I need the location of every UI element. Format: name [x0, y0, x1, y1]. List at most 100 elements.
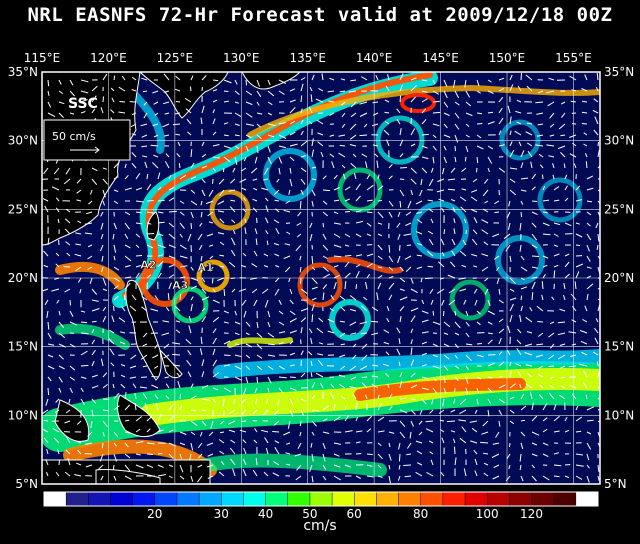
current-vector: [430, 218, 434, 224]
current-vector: [429, 288, 434, 294]
current-vector: [200, 431, 203, 437]
current-vector: [142, 155, 148, 158]
current-vector: [311, 266, 316, 271]
current-vector: [531, 281, 536, 290]
current-vector: [135, 255, 143, 257]
current-vector: [300, 178, 306, 185]
current-vector: [212, 131, 217, 136]
current-vector: [43, 420, 49, 422]
current-vector: [355, 270, 360, 279]
current-vector: [197, 464, 203, 468]
current-vector: [230, 249, 236, 257]
current-vector: [91, 85, 98, 92]
current-vector: [585, 161, 588, 169]
current-vector: [223, 340, 231, 345]
current-vector: [207, 475, 214, 479]
current-vector: [80, 350, 88, 356]
current-vector: [175, 320, 181, 323]
current-vector: [349, 386, 357, 389]
current-vector: [300, 95, 303, 103]
current-vector: [267, 101, 273, 106]
current-vector: [387, 74, 390, 81]
current-vector: [150, 308, 159, 312]
current-vector: [498, 337, 502, 345]
current-vector: [398, 442, 401, 450]
current-vector: [157, 233, 164, 236]
current-vector: [432, 90, 440, 95]
current-vector: [322, 273, 331, 279]
current-vector: [189, 86, 192, 92]
current-vector: [470, 196, 478, 202]
current-vector: [168, 233, 176, 240]
current-vector: [172, 364, 181, 367]
current-vector: [146, 233, 155, 235]
current-vector: [250, 277, 258, 280]
colorbar-swatch: [309, 491, 333, 507]
current-vector: [341, 112, 346, 118]
current-vector: [212, 372, 219, 378]
current-vector: [164, 161, 170, 169]
colorbar-tick-label: 30: [214, 507, 229, 521]
current-vector: [69, 310, 74, 317]
current-vector: [297, 211, 302, 217]
current-vector: [69, 101, 77, 104]
current-vector: [355, 183, 361, 191]
current-vector: [344, 261, 350, 268]
current-vector: [333, 222, 341, 225]
current-vector: [322, 244, 329, 251]
current-vector: [67, 457, 71, 466]
current-vector: [201, 153, 207, 158]
current-vector: [201, 288, 207, 294]
current-vector: [84, 222, 93, 225]
current-vector: [311, 255, 314, 264]
current-vector: [190, 75, 194, 81]
current-vector: [252, 469, 258, 477]
current-vector: [296, 222, 302, 226]
current-vector: [131, 152, 137, 158]
current-vector: [370, 320, 379, 323]
current-vector: [131, 112, 137, 116]
colorbar-swatch: [420, 491, 444, 507]
current-vector: [365, 394, 368, 400]
current-vector: [421, 319, 429, 323]
current-vector: [320, 382, 324, 389]
current-vector: [239, 178, 247, 183]
current-vector: [80, 90, 89, 94]
current-vector: [483, 472, 489, 477]
current-vector: [157, 172, 161, 180]
current-vector: [515, 363, 522, 367]
current-vector: [130, 354, 137, 360]
current-vector: [267, 321, 271, 328]
current-vector: [388, 200, 394, 207]
current-vector: [453, 398, 456, 404]
current-vector: [339, 90, 346, 93]
current-vector: [63, 178, 71, 185]
current-vector: [459, 398, 467, 405]
current-vector: [377, 174, 380, 180]
current-vector: [519, 464, 522, 471]
current-vector: [261, 187, 269, 191]
current-vector: [509, 383, 517, 389]
current-vector: [550, 343, 555, 349]
current-vector: [549, 112, 555, 119]
current-vector: [278, 79, 287, 85]
current-vector: [419, 409, 423, 415]
current-vector: [476, 398, 479, 405]
current-vector: [179, 453, 182, 459]
current-vector: [560, 385, 566, 389]
current-vector: [219, 265, 225, 268]
current-vector: [535, 354, 544, 358]
current-vector: [355, 402, 358, 411]
current-vector: [142, 90, 148, 93]
current-vector: [531, 402, 534, 411]
current-vector: [410, 384, 418, 389]
current-vector: [196, 475, 203, 483]
current-vector: [146, 428, 151, 433]
current-vector: [317, 359, 324, 367]
current-vector: [344, 186, 351, 191]
current-vector: [399, 288, 405, 292]
current-vector: [283, 431, 291, 436]
current-vector: [428, 178, 434, 187]
current-vector: [289, 330, 297, 334]
current-vector: [250, 167, 258, 174]
